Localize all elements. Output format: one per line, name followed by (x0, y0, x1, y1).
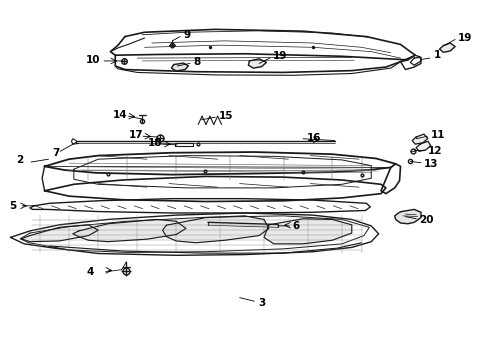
Polygon shape (439, 43, 454, 52)
Text: 14: 14 (113, 110, 127, 120)
Polygon shape (248, 59, 266, 68)
Text: 10: 10 (86, 55, 101, 65)
Text: 19: 19 (457, 33, 471, 43)
Text: 11: 11 (430, 130, 445, 140)
Text: 12: 12 (427, 145, 442, 156)
Text: 18: 18 (148, 139, 162, 148)
Text: 20: 20 (418, 215, 433, 225)
Text: 16: 16 (306, 133, 321, 143)
Polygon shape (411, 134, 427, 144)
Text: 17: 17 (128, 130, 143, 140)
Text: 9: 9 (183, 30, 190, 40)
Polygon shape (264, 219, 351, 244)
Polygon shape (73, 220, 185, 242)
Polygon shape (162, 216, 268, 243)
Polygon shape (21, 225, 98, 242)
Text: 15: 15 (219, 111, 233, 121)
Text: 5: 5 (9, 201, 17, 211)
Text: 7: 7 (52, 148, 60, 158)
Text: 1: 1 (433, 50, 440, 60)
Text: 8: 8 (193, 57, 200, 67)
Text: 6: 6 (292, 221, 299, 231)
Text: 4: 4 (87, 267, 94, 277)
Text: 13: 13 (423, 159, 438, 169)
Text: 2: 2 (16, 155, 23, 165)
Text: 19: 19 (272, 51, 286, 61)
Polygon shape (171, 63, 188, 71)
Polygon shape (415, 141, 430, 151)
Text: 3: 3 (258, 298, 265, 308)
Polygon shape (394, 210, 420, 224)
